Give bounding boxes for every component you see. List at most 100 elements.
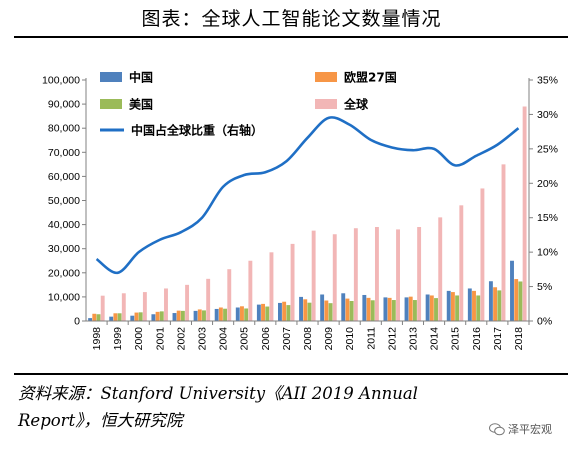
legend-label: 全球 — [343, 97, 369, 112]
bar — [497, 290, 502, 321]
bar — [514, 279, 519, 321]
x-tick-label: 2016 — [471, 327, 483, 351]
bar — [324, 300, 329, 321]
y2-tick-label: 5% — [537, 281, 552, 293]
bar — [332, 234, 337, 321]
bar — [159, 311, 164, 321]
bar — [172, 313, 177, 321]
x-tick-label: 2009 — [323, 327, 335, 351]
bar — [404, 297, 409, 321]
legend-label: 中国 — [129, 70, 153, 85]
bar — [480, 188, 485, 321]
y-tick-label: 70,000 — [48, 147, 80, 159]
bar — [387, 297, 392, 321]
x-tick-label: 2015 — [450, 327, 462, 351]
bar — [450, 292, 455, 321]
bar — [261, 303, 266, 321]
bar — [488, 281, 493, 321]
y2-tick-label: 35% — [537, 75, 558, 87]
bar — [370, 300, 375, 321]
y2-tick-label: 25% — [537, 143, 558, 155]
bar — [467, 288, 472, 321]
bar — [417, 227, 422, 321]
y-tick-label: 0 — [74, 316, 80, 328]
series-line-china-share — [95, 116, 520, 275]
y-tick-label: 60,000 — [48, 171, 80, 183]
bar — [134, 312, 139, 321]
bar — [113, 313, 118, 321]
bar — [142, 292, 147, 321]
bar — [193, 310, 198, 321]
bar — [429, 295, 434, 321]
y-tick-label: 50,000 — [48, 195, 80, 207]
axes — [85, 78, 530, 322]
x-tick-label: 2005 — [239, 327, 251, 351]
source-line-2: Report》，恒大研究院 — [18, 411, 183, 430]
bar — [455, 295, 460, 321]
bar — [223, 308, 228, 321]
bar — [138, 312, 143, 321]
bar — [412, 300, 417, 321]
bar — [501, 164, 506, 321]
bar — [353, 228, 358, 321]
x-tick-label: 2003 — [197, 327, 209, 351]
chart: 0 10,000 20,000 30,000 40,000 50,000 60,000 70,… — [42, 70, 558, 351]
bar — [88, 318, 93, 321]
bar — [269, 252, 274, 321]
bar — [109, 316, 114, 321]
x-tick-label: 2017 — [492, 327, 504, 351]
bar — [303, 299, 308, 321]
bar — [206, 278, 211, 321]
y-tick-label: 100,000 — [42, 75, 80, 87]
x-tick-label: 2001 — [154, 327, 166, 351]
bar — [286, 305, 291, 321]
bar — [197, 309, 202, 321]
bar — [240, 306, 244, 321]
y-axis-left-ticks: 0 10,000 20,000 30,000 40,000 50,000 60,000 70,… — [42, 75, 86, 328]
bar — [408, 296, 413, 321]
share-line-layer — [95, 116, 520, 275]
x-tick-label: 2012 — [386, 327, 398, 351]
bar — [518, 281, 523, 321]
bar — [290, 243, 295, 321]
watermark: 泽平宏观 — [489, 421, 552, 437]
bar — [311, 230, 316, 321]
source-line-1: 资料来源：Stanford University《AII 2019 Annual — [18, 384, 418, 403]
bar — [151, 314, 156, 321]
x-tick-label: 2014 — [429, 327, 441, 351]
bar — [218, 307, 223, 321]
wechat-chat-icon — [489, 422, 505, 435]
bar — [214, 308, 219, 321]
bar — [282, 301, 287, 321]
bar — [345, 298, 350, 321]
bar — [446, 290, 451, 321]
x-tick-label: 1998 — [91, 327, 103, 351]
bar — [278, 302, 282, 321]
bar — [366, 297, 371, 321]
y-tick-label: 10,000 — [48, 291, 80, 303]
bar — [100, 295, 105, 321]
bar — [121, 293, 126, 321]
bar — [307, 302, 312, 321]
legend-label: 中国占全球比重（右轴） — [131, 123, 263, 138]
y-tick-label: 20,000 — [48, 267, 80, 279]
legend-swatch — [315, 72, 337, 82]
y2-tick-label: 20% — [537, 178, 558, 190]
bar — [185, 284, 190, 321]
x-tick-label: 2018 — [513, 327, 525, 351]
bar — [130, 315, 135, 321]
x-axis-ticks: 1998 1999 2000 2001 2002 2003 2004 2005 2006 2007… — [91, 321, 530, 351]
x-tick-label: 2004 — [218, 327, 230, 351]
x-tick-label: 2011 — [365, 327, 377, 350]
bar — [438, 217, 443, 321]
bar — [374, 227, 379, 321]
bar — [320, 294, 325, 321]
x-tick-label: 2013 — [407, 327, 419, 351]
y2-tick-label: 0% — [537, 316, 552, 328]
bar — [391, 300, 396, 321]
bar — [96, 314, 101, 321]
bars — [88, 106, 527, 321]
bar — [510, 260, 514, 321]
legend-swatch — [100, 99, 122, 109]
